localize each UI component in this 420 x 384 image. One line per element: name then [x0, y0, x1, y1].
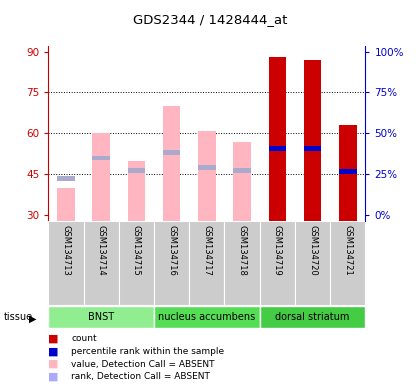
- Text: dorsal striatum: dorsal striatum: [276, 312, 350, 322]
- Bar: [339, 169, 357, 174]
- Bar: [128, 161, 145, 221]
- Bar: [233, 142, 251, 221]
- Bar: [339, 125, 357, 221]
- Bar: [268, 57, 286, 221]
- Text: GSM134719: GSM134719: [273, 225, 282, 276]
- Text: percentile rank within the sample: percentile rank within the sample: [71, 347, 225, 356]
- Text: GSM134720: GSM134720: [308, 225, 317, 276]
- Text: GSM134715: GSM134715: [132, 225, 141, 276]
- Text: BNST: BNST: [88, 312, 114, 322]
- Text: GSM134718: GSM134718: [238, 225, 247, 276]
- Text: nucleus accumbens: nucleus accumbens: [158, 312, 255, 322]
- Bar: [48, 221, 84, 305]
- Bar: [163, 106, 181, 221]
- Text: rank, Detection Call = ABSENT: rank, Detection Call = ABSENT: [71, 372, 210, 381]
- Bar: [92, 134, 110, 221]
- Bar: [57, 176, 75, 181]
- Bar: [339, 169, 357, 174]
- Text: GSM134713: GSM134713: [61, 225, 71, 276]
- Bar: [84, 221, 119, 305]
- Bar: [92, 156, 110, 161]
- Text: GSM134721: GSM134721: [343, 225, 352, 276]
- Bar: [268, 146, 286, 151]
- Text: tissue: tissue: [4, 312, 33, 322]
- Text: ■: ■: [48, 372, 59, 382]
- Bar: [260, 221, 295, 305]
- Text: value, Detection Call = ABSENT: value, Detection Call = ABSENT: [71, 359, 215, 369]
- Bar: [330, 221, 365, 305]
- Text: GSM134714: GSM134714: [97, 225, 106, 276]
- Text: ▶: ▶: [29, 314, 36, 324]
- Text: ■: ■: [48, 359, 59, 369]
- Bar: [57, 188, 75, 221]
- Text: GDS2344 / 1428444_at: GDS2344 / 1428444_at: [133, 13, 287, 26]
- Bar: [128, 168, 145, 173]
- Bar: [304, 146, 321, 151]
- Bar: [198, 131, 215, 221]
- Bar: [163, 150, 181, 155]
- Bar: [260, 306, 365, 328]
- Bar: [339, 125, 357, 221]
- Bar: [224, 221, 260, 305]
- Text: ■: ■: [48, 334, 59, 344]
- Bar: [189, 221, 224, 305]
- Bar: [233, 168, 251, 173]
- Bar: [119, 221, 154, 305]
- Bar: [304, 60, 321, 221]
- Text: ■: ■: [48, 346, 59, 356]
- Bar: [154, 221, 189, 305]
- Bar: [295, 221, 330, 305]
- Bar: [154, 306, 260, 328]
- Text: GSM134717: GSM134717: [202, 225, 211, 276]
- Bar: [198, 165, 215, 170]
- Text: count: count: [71, 334, 97, 343]
- Text: GSM134716: GSM134716: [167, 225, 176, 276]
- Bar: [48, 306, 154, 328]
